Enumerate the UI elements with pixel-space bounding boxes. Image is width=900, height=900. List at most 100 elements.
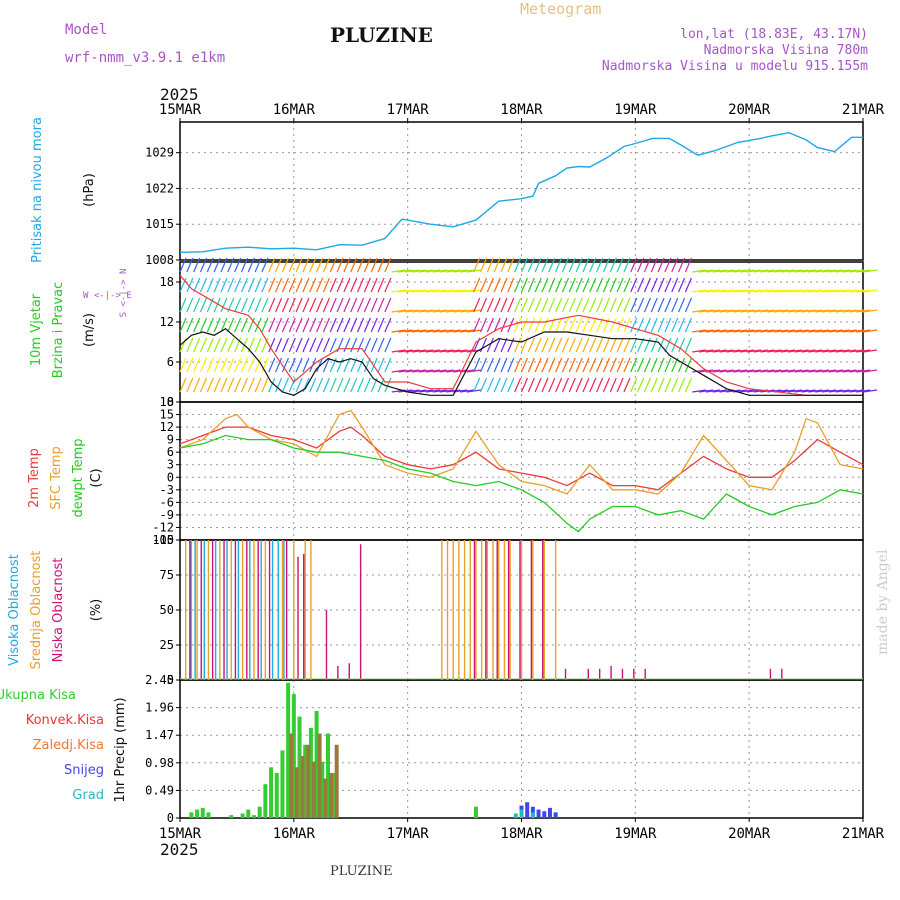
- frz-precip-bar: [334, 744, 339, 818]
- wind-barb: [432, 289, 447, 293]
- total-precip-bar: [251, 815, 256, 818]
- wind-barb: [288, 337, 296, 353]
- wind-barb: [446, 289, 461, 293]
- wind-barb: [684, 337, 692, 353]
- pressure-line: [179, 131, 863, 253]
- wind-barb: [828, 269, 843, 273]
- wind-barb: [671, 257, 679, 273]
- wind-compass-ns: S <-|-> N: [119, 269, 129, 318]
- wind-barb: [739, 309, 755, 313]
- wind-barb: [412, 349, 427, 353]
- wind-barb: [268, 377, 276, 393]
- wind-barb: [568, 317, 576, 333]
- wind-barb: [753, 289, 768, 293]
- wind-barb: [514, 257, 522, 273]
- wind-barb: [780, 349, 796, 353]
- cloud-axis-title-2: Srednja Oblacnost: [29, 551, 44, 670]
- wind-barb: [493, 297, 501, 313]
- wind-barb: [780, 389, 796, 393]
- wind-barb: [322, 277, 330, 293]
- wind-barb: [561, 317, 570, 333]
- wind-barb: [418, 389, 434, 393]
- precip-axis-unit: 1hr Precip (mm): [113, 697, 128, 802]
- wind-barb: [801, 329, 816, 333]
- wind-barb: [316, 297, 324, 313]
- wind-barb: [206, 357, 214, 373]
- wind-barb: [527, 277, 535, 293]
- wind-barb: [302, 317, 310, 333]
- wind-barb: [357, 377, 365, 393]
- wind-barb: [240, 377, 249, 393]
- wind-barb: [767, 309, 782, 313]
- wind-barb: [206, 317, 214, 333]
- wind-barb: [801, 309, 816, 313]
- lonlat-label: lon,lat (18.83E, 43.17N): [680, 27, 868, 42]
- wind-barb: [186, 357, 194, 373]
- wind-barb: [842, 349, 857, 353]
- wind-barb: [698, 289, 714, 293]
- wind-barb: [213, 277, 221, 293]
- year-top: 2025: [160, 85, 199, 104]
- wind-barb: [705, 349, 720, 353]
- wind-barb: [657, 377, 665, 393]
- wind-axis-title-1: 10m Vjetar: [29, 293, 44, 366]
- wind-barb: [227, 257, 235, 273]
- wind-barb: [849, 369, 864, 373]
- wind-barb: [473, 257, 481, 273]
- wind-barb: [753, 349, 768, 353]
- wind-barb: [678, 257, 686, 273]
- wind-barb: [821, 349, 837, 353]
- wind-barb: [275, 257, 283, 273]
- wind-barb: [568, 277, 576, 293]
- wind-barb: [398, 329, 413, 333]
- wind-barb: [739, 369, 755, 373]
- wind-barb: [254, 377, 262, 393]
- wind-barb: [302, 257, 310, 273]
- wind-barb: [589, 337, 597, 353]
- wind-barb: [473, 377, 481, 393]
- wind-barb: [534, 337, 542, 353]
- wind-barb: [227, 377, 235, 393]
- wind-barb: [657, 317, 665, 333]
- wind-barb: [835, 389, 850, 393]
- wind-barb: [479, 297, 488, 313]
- wind-barb: [684, 377, 692, 393]
- wind-barb: [514, 297, 522, 313]
- wind-barb: [527, 357, 535, 373]
- wind-barb: [739, 389, 755, 393]
- wind-barb: [623, 357, 631, 373]
- wind-barb: [650, 317, 658, 333]
- wind-barb: [418, 289, 434, 293]
- wind-barb: [363, 337, 371, 353]
- wind-barb: [479, 377, 488, 393]
- wind-barb: [561, 277, 570, 293]
- total-precip-bar: [473, 806, 478, 818]
- wind-barb: [753, 329, 768, 333]
- wind-barb: [234, 277, 242, 293]
- wind-barb: [726, 329, 741, 333]
- wind-barb: [630, 297, 638, 313]
- wind-barb: [493, 277, 501, 293]
- wind-barb: [520, 257, 529, 273]
- wind-barb: [520, 377, 529, 393]
- wind-barb: [719, 269, 734, 273]
- wind-barb: [596, 297, 604, 313]
- y-tick-label: 1.96: [145, 701, 174, 715]
- wind-barb: [227, 337, 235, 353]
- cloud-axis-title-3: Niska Oblacnost: [51, 558, 66, 663]
- wind-barb: [753, 369, 768, 373]
- wind-barb: [753, 309, 768, 313]
- cloud-axis-unit: (%): [89, 599, 104, 622]
- wind-barb: [391, 269, 406, 273]
- wind-barb: [220, 277, 228, 293]
- wind-barb: [261, 277, 269, 293]
- wind-barb: [281, 297, 290, 313]
- wind-barb: [821, 289, 837, 293]
- wind-barb: [254, 297, 262, 313]
- total-precip-bar: [325, 733, 330, 818]
- wind-barb: [712, 389, 727, 393]
- wind-barb: [459, 329, 475, 333]
- wind-barb: [561, 337, 570, 353]
- wind-barb: [664, 337, 672, 353]
- wind-barb: [199, 337, 208, 353]
